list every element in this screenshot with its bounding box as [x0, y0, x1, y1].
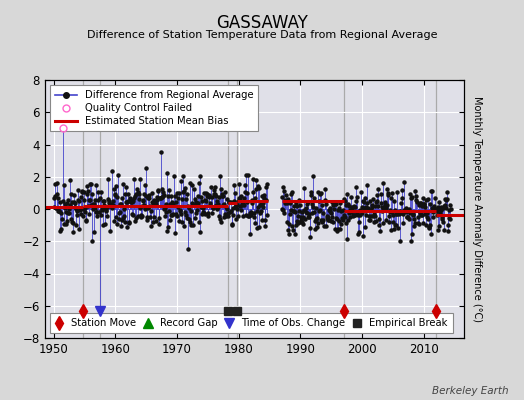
Text: Berkeley Earth: Berkeley Earth	[432, 386, 508, 396]
Legend: Station Move, Record Gap, Time of Obs. Change, Empirical Break: Station Move, Record Gap, Time of Obs. C…	[50, 313, 453, 333]
Text: GASSAWAY: GASSAWAY	[216, 14, 308, 32]
Text: Difference of Station Temperature Data from Regional Average: Difference of Station Temperature Data f…	[87, 30, 437, 40]
Y-axis label: Monthly Temperature Anomaly Difference (°C): Monthly Temperature Anomaly Difference (…	[473, 96, 483, 322]
